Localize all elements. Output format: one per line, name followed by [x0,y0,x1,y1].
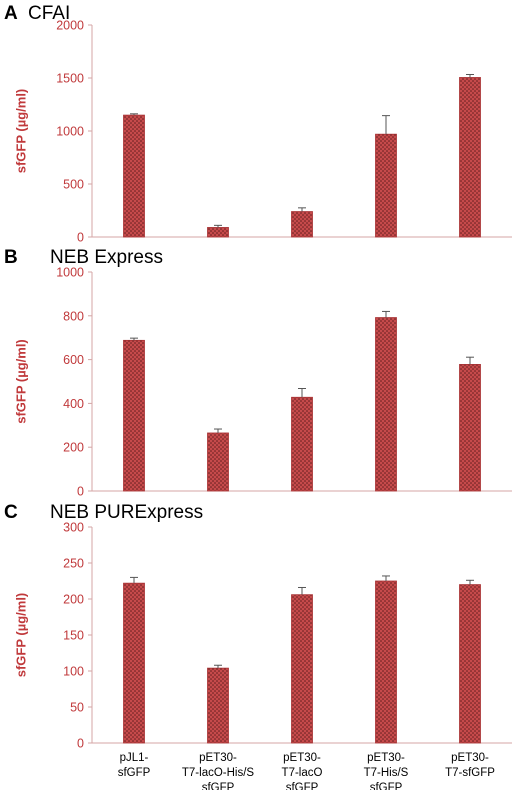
chart-title: NEB Express [50,247,163,268]
x-tick-label: pET30- [367,752,405,764]
y-axis-label: sfGFP (µg/ml) [13,593,28,678]
bar-2 [207,227,229,238]
x-tick-label: pJL1- [120,752,149,764]
x-tick-label: sfGFP [370,782,403,790]
bar-3 [291,594,313,744]
bar-4 [375,580,397,744]
bar-1 [123,582,145,744]
bar-5 [459,77,481,238]
panel-letter: A [4,3,18,24]
y-tick-label: 600 [63,353,84,367]
y-tick-label: 0 [77,737,84,751]
x-tick-label: sfGFP [118,767,151,779]
y-tick-label: 0 [77,231,84,245]
y-tick-label: 0 [77,485,84,499]
y-tick-label: 1000 [56,125,84,139]
y-tick-label: 800 [63,309,84,323]
bar-5 [459,364,481,492]
y-tick-label: 1000 [56,266,84,280]
y-axis-label: sfGFP (µg/ml) [13,339,28,424]
bar-1 [123,339,145,492]
y-axis-label: sfGFP (µg/ml) [13,89,28,174]
bar-3 [291,211,313,238]
y-tick-label: 1500 [56,72,84,86]
x-tick-label: sfGFP [286,782,319,790]
bar-1 [123,114,145,238]
y-tick-label: 100 [63,665,84,679]
y-tick-label: 2000 [56,19,84,33]
panel-letter: B [4,247,18,268]
y-tick-label: 200 [63,593,84,607]
y-tick-label: 50 [70,701,84,715]
x-tick-label: T7-sfGFP [445,767,495,779]
chart-panel-a: A CFAI 0 500 1000 1500 2000 sfGFP (µg/ml) [4,3,512,245]
chart-panel-b: B NEB Express 0 200 400 600 800 1000 sfGFP (µg/m… [4,247,512,499]
chart-title: NEB PURExpress [50,502,203,523]
y-tick-label: 400 [63,397,84,411]
x-tick-label: T7-lacO [282,767,323,779]
bar-2 [207,667,229,744]
bar-4 [375,317,397,492]
chart-panel-c: C NEB PURExpress 0 50 100 150 200 250 300 sfGFP (… [4,502,512,790]
x-tick-label: T7-lacO-His/S [182,767,255,779]
y-tick-label: 150 [63,629,84,643]
y-tick-label: 500 [63,178,84,192]
y-tick-label: 300 [63,521,84,535]
bar-3 [291,396,313,492]
bar-4 [375,133,397,238]
panel-letter: C [4,502,18,523]
bar-2 [207,432,229,492]
x-tick-label: T7-His/S [364,767,409,779]
x-tick-label: pET30- [283,752,321,764]
x-tick-label: pET30- [451,752,489,764]
x-tick-label: sfGFP [202,782,235,790]
y-tick-label: 250 [63,557,84,571]
bar-5 [459,584,481,744]
y-tick-label: 200 [63,441,84,455]
chart-title: CFAI [28,3,70,24]
x-tick-label: pET30- [199,752,237,764]
